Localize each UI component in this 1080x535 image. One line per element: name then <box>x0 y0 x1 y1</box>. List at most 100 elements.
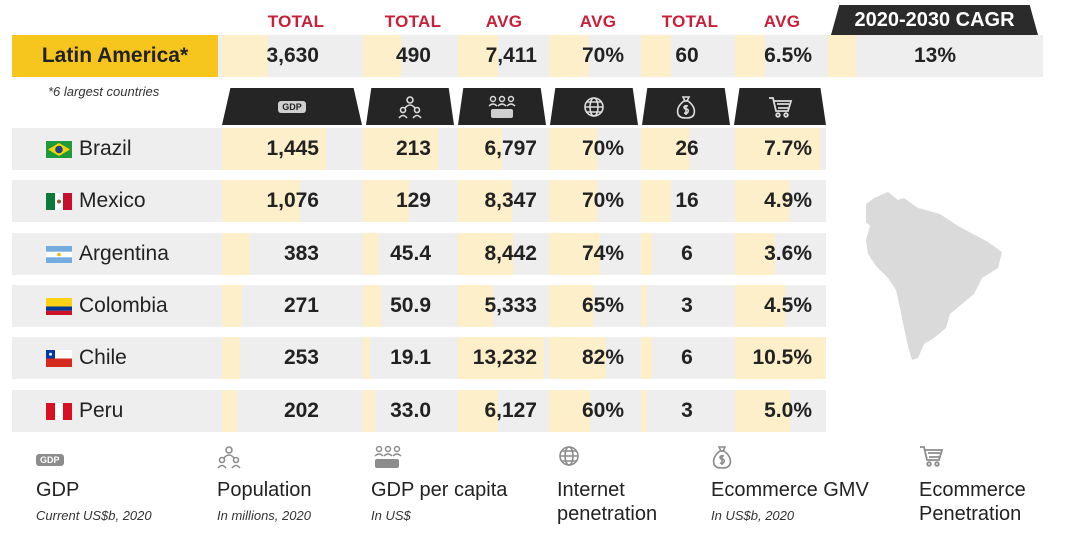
cell-gmv: 3 <box>681 399 693 422</box>
cell-gdp: 1,445 <box>266 137 319 160</box>
bar-gmv <box>641 285 647 327</box>
cell-ecom: 3.6% <box>764 242 812 265</box>
bar-gmv <box>641 233 652 275</box>
cell-gdp-per-capita: 6,797 <box>484 137 537 160</box>
cell-gdp-per-capita: 13,232 <box>472 346 537 369</box>
region-bar-gdp <box>222 35 268 77</box>
region-gmv: 60 <box>675 44 699 67</box>
bar-gdp <box>222 180 300 222</box>
bar-population <box>363 390 375 432</box>
table-row <box>12 233 826 275</box>
tab-ecommerce-penetration <box>734 88 826 125</box>
bar-population <box>363 180 409 222</box>
cell-population: 19.1 <box>390 346 431 369</box>
cell-gmv: 16 <box>675 189 699 212</box>
tab-gdp-per-capita <box>458 88 546 125</box>
footnote: *6 largest countries <box>48 84 160 99</box>
flag-mexico-icon <box>46 193 72 210</box>
bar-ecom <box>735 128 820 170</box>
money-bag-icon <box>712 446 732 469</box>
legend-title-internet: Internet penetration <box>557 479 658 525</box>
table-row <box>12 285 826 327</box>
country-colombia: Colombia <box>12 285 218 327</box>
cell-gdp: 271 <box>283 294 319 317</box>
region-population: 490 <box>395 44 431 67</box>
legend-gdp: GDP <box>36 450 64 468</box>
bar-gdp-per-capita <box>458 285 493 327</box>
legend-title-gdp: GDP <box>36 479 80 501</box>
cell-gdp: 202 <box>283 399 319 422</box>
cell-population: 50.9 <box>390 294 431 317</box>
bar-ecom <box>735 285 785 327</box>
cart-icon <box>920 446 944 467</box>
legend-subtitle-gdp-per-capita: In US$ <box>371 508 411 523</box>
flag-argentina-icon <box>46 246 72 263</box>
bar-gdp-per-capita <box>458 390 498 432</box>
gdp-per-capita-icon <box>374 445 402 468</box>
bar-gmv <box>641 180 671 222</box>
bar-ecom <box>735 233 775 275</box>
header-gdp-per-capita-avg: AVG <box>485 12 523 31</box>
region-bar-cagr <box>828 35 856 77</box>
region-name: Latin America* <box>12 35 218 77</box>
region-gdp: 3,630 <box>266 44 319 67</box>
bar-ecom <box>735 337 826 379</box>
country-peru: Peru <box>12 390 218 432</box>
table-row <box>12 337 826 379</box>
bar-population <box>363 285 381 327</box>
flag-chile-icon <box>46 350 72 367</box>
header-ecommerce-penetration-avg: AVG <box>763 12 801 31</box>
bar-population <box>363 128 438 170</box>
country-argentina: Argentina <box>12 233 218 275</box>
country-name: Argentina <box>79 242 169 265</box>
country-chile: Chile <box>12 337 218 379</box>
legend-subtitle-gdp: Current US$b, 2020 <box>36 508 152 523</box>
cell-ecom: 4.9% <box>764 189 812 212</box>
legend-title-ecommerce-gmv: Ecommerce GMV <box>711 479 869 501</box>
header-internet-avg: AVG <box>579 12 617 31</box>
tab-ecommerce-gmv <box>642 88 730 125</box>
table-row <box>12 390 826 432</box>
legend-subtitle-population: In millions, 2020 <box>217 508 311 523</box>
region-bar-internet <box>549 35 589 77</box>
cell-ecom: 5.0% <box>764 399 812 422</box>
region-bar-population <box>363 35 401 77</box>
bar-population <box>363 233 379 275</box>
bar-ecom <box>735 390 790 432</box>
cell-internet: 70% <box>581 189 624 212</box>
bar-gdp <box>222 233 250 275</box>
cell-gdp: 253 <box>283 346 319 369</box>
country-name: Chile <box>79 346 127 369</box>
cell-gdp: 1,076 <box>266 189 319 212</box>
bar-internet <box>549 390 590 432</box>
header-ecommerce-gmv-total: TOTAL <box>661 12 719 31</box>
country-name: Colombia <box>79 294 168 317</box>
bar-internet <box>549 233 600 275</box>
table-row <box>12 180 826 222</box>
region-ecom: 6.5% <box>764 44 812 67</box>
header-gdp-total: TOTAL <box>267 12 325 31</box>
gdp-icon: GDP <box>278 100 306 113</box>
region-bar-gdp-per-capita <box>458 35 498 77</box>
money-bag-icon <box>676 95 696 119</box>
flag-brazil-icon <box>46 141 72 158</box>
legend-subtitle-ecommerce-gmv: In US$b, 2020 <box>711 508 795 523</box>
cell-internet: 60% <box>581 399 624 422</box>
cell-population: 129 <box>395 189 431 212</box>
cell-gdp: 383 <box>283 242 319 265</box>
globe-icon <box>584 96 604 117</box>
bar-gdp <box>222 128 326 170</box>
bar-internet <box>549 285 593 327</box>
bar-gdp <box>222 285 242 327</box>
bar-gdp <box>222 337 240 379</box>
cell-gdp-per-capita: 6,127 <box>484 399 537 422</box>
country-mexico: Mexico <box>12 180 218 222</box>
cell-gmv: 6 <box>681 242 693 265</box>
bar-population <box>363 337 370 379</box>
bar-internet <box>549 180 597 222</box>
bar-gdp <box>222 390 237 432</box>
cell-population: 213 <box>395 137 431 160</box>
cell-ecom: 4.5% <box>764 294 812 317</box>
cell-population: 33.0 <box>390 399 431 422</box>
cart-icon <box>769 96 793 118</box>
